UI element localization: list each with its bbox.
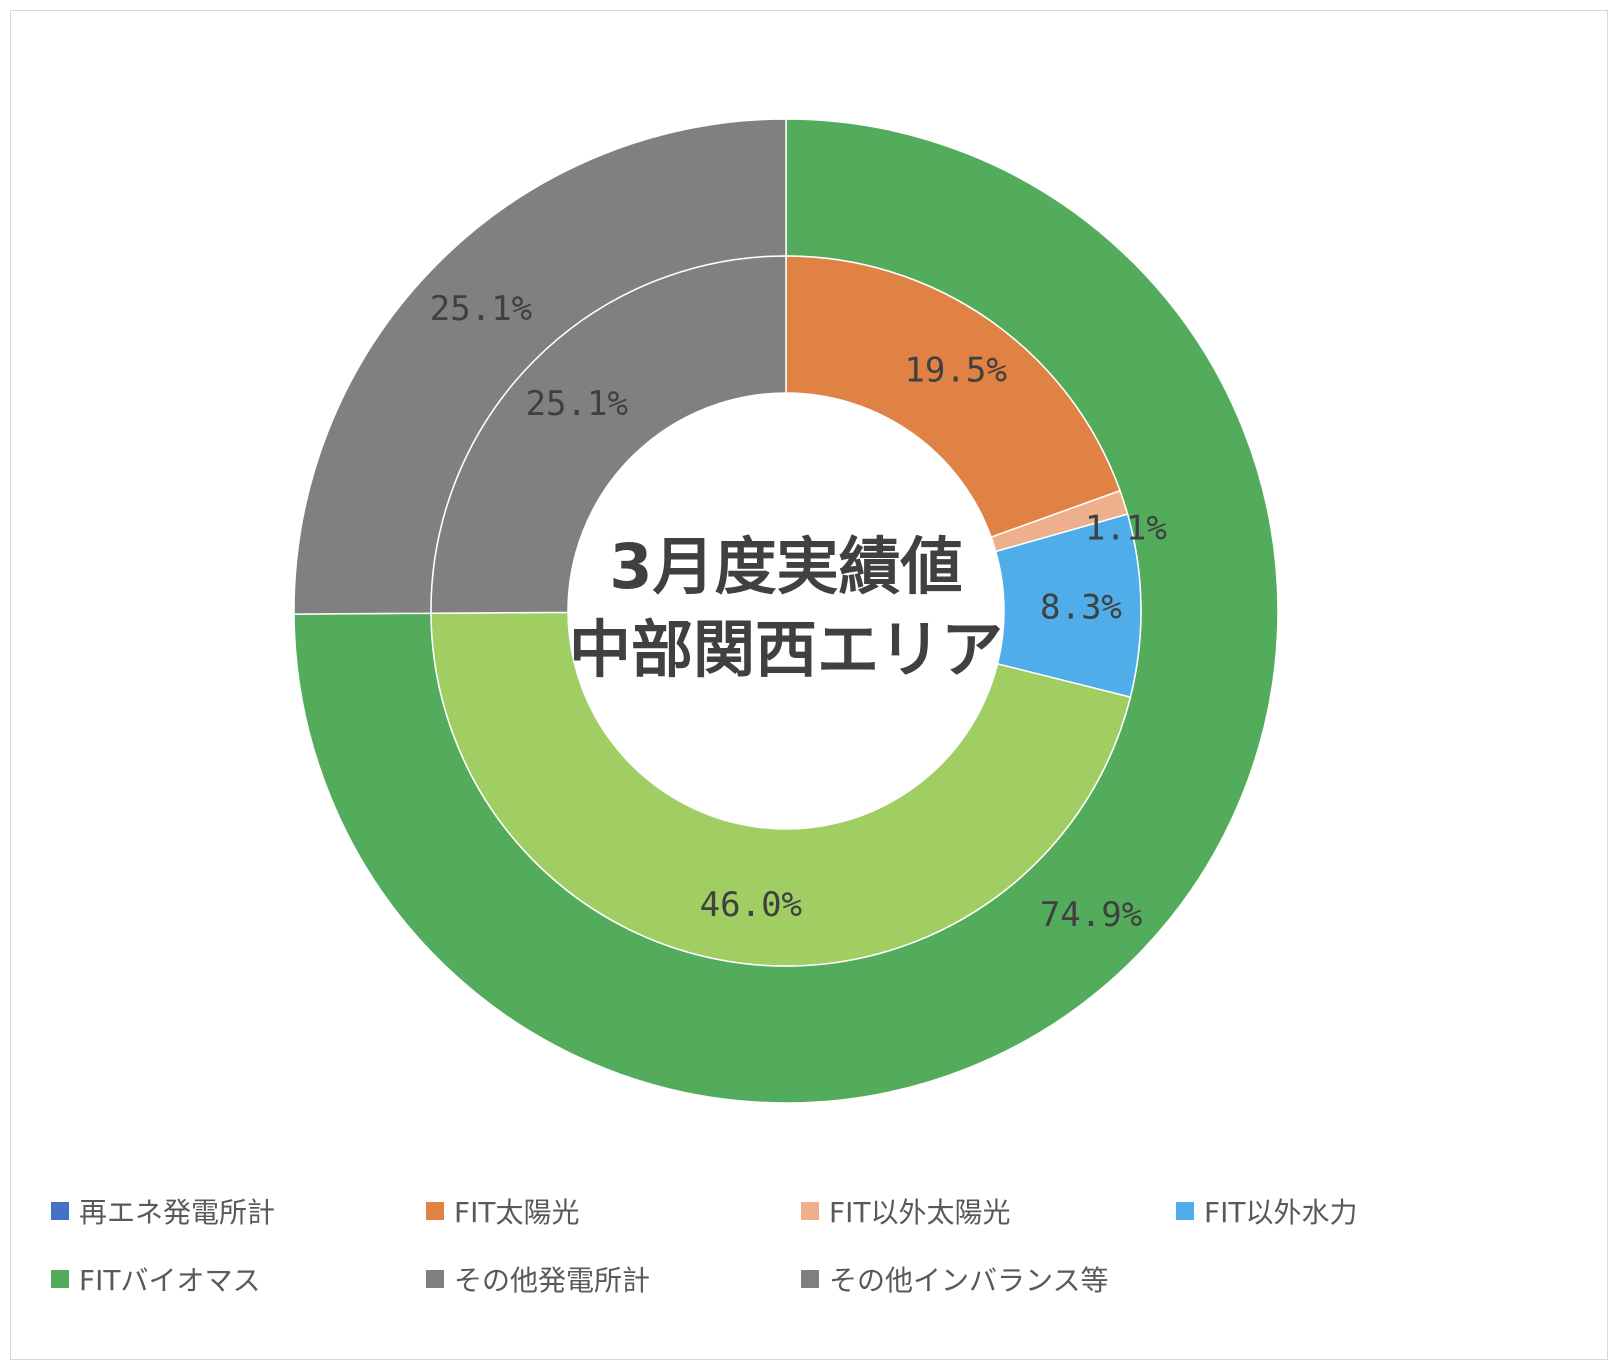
legend-swatch: [51, 1202, 69, 1220]
legend-label: FIT太陽光: [454, 1196, 580, 1229]
inner-slice-label-1: 1.1%: [1085, 508, 1167, 548]
center-title-line2: 中部関西エリア: [569, 613, 1003, 686]
legend-item: 再エネ発電所計: [51, 1191, 275, 1231]
legend-label: その他インバランス等: [829, 1264, 1109, 1297]
inner-slice-3: [430, 611, 1132, 967]
chart-frame: 74.9% 25.1% 19.5% 1.1% 8.3% 46.0% 25.1% 3月度実績値…: [10, 10, 1608, 1360]
legend-swatch: [426, 1202, 444, 1220]
legend-label: 再エネ発電所計: [79, 1196, 276, 1229]
inner-slice-label-4: 25.1%: [526, 384, 628, 424]
legend-swatch: [51, 1270, 69, 1288]
legend-swatch: [801, 1202, 819, 1220]
legend-label: FIT以外水力: [1204, 1196, 1358, 1229]
inner-slice-label-2: 8.3%: [1040, 587, 1122, 627]
legend-item: その他インバランス等: [801, 1259, 1108, 1299]
legend-item: FITバイオマス: [51, 1259, 260, 1299]
legend-item: FIT以外水力: [1176, 1191, 1357, 1231]
legend-item: FIT以外太陽光: [801, 1191, 1010, 1231]
inner-slice-label-0: 19.5%: [904, 351, 1006, 391]
legend-swatch: [1176, 1202, 1194, 1220]
outer-slice-label-1: 25.1%: [430, 289, 532, 329]
outer-slice-label-0: 74.9%: [1040, 895, 1142, 935]
inner-slice-4: [430, 255, 787, 614]
legend-item: FIT太陽光: [426, 1191, 579, 1231]
legend-label: FITバイオマス: [79, 1264, 261, 1297]
donut-chart: 74.9% 25.1% 19.5% 1.1% 8.3% 46.0% 25.1% 3月度実績値…: [293, 118, 1279, 1104]
slice-labels: 74.9% 25.1% 19.5% 1.1% 8.3% 46.0% 25.1%: [430, 289, 1167, 935]
legend-label: FIT以外太陽光: [829, 1196, 1011, 1229]
legend-item: その他発電所計: [426, 1259, 650, 1299]
inner-slice-label-3: 46.0%: [700, 885, 802, 925]
inner-slice-0: [785, 255, 1121, 539]
center-title-line1: 3月度実績値: [609, 530, 962, 603]
legend-swatch: [801, 1270, 819, 1288]
legend-label: その他発電所計: [454, 1264, 651, 1297]
inner-ring: [430, 255, 1142, 967]
legend-swatch: [426, 1270, 444, 1288]
